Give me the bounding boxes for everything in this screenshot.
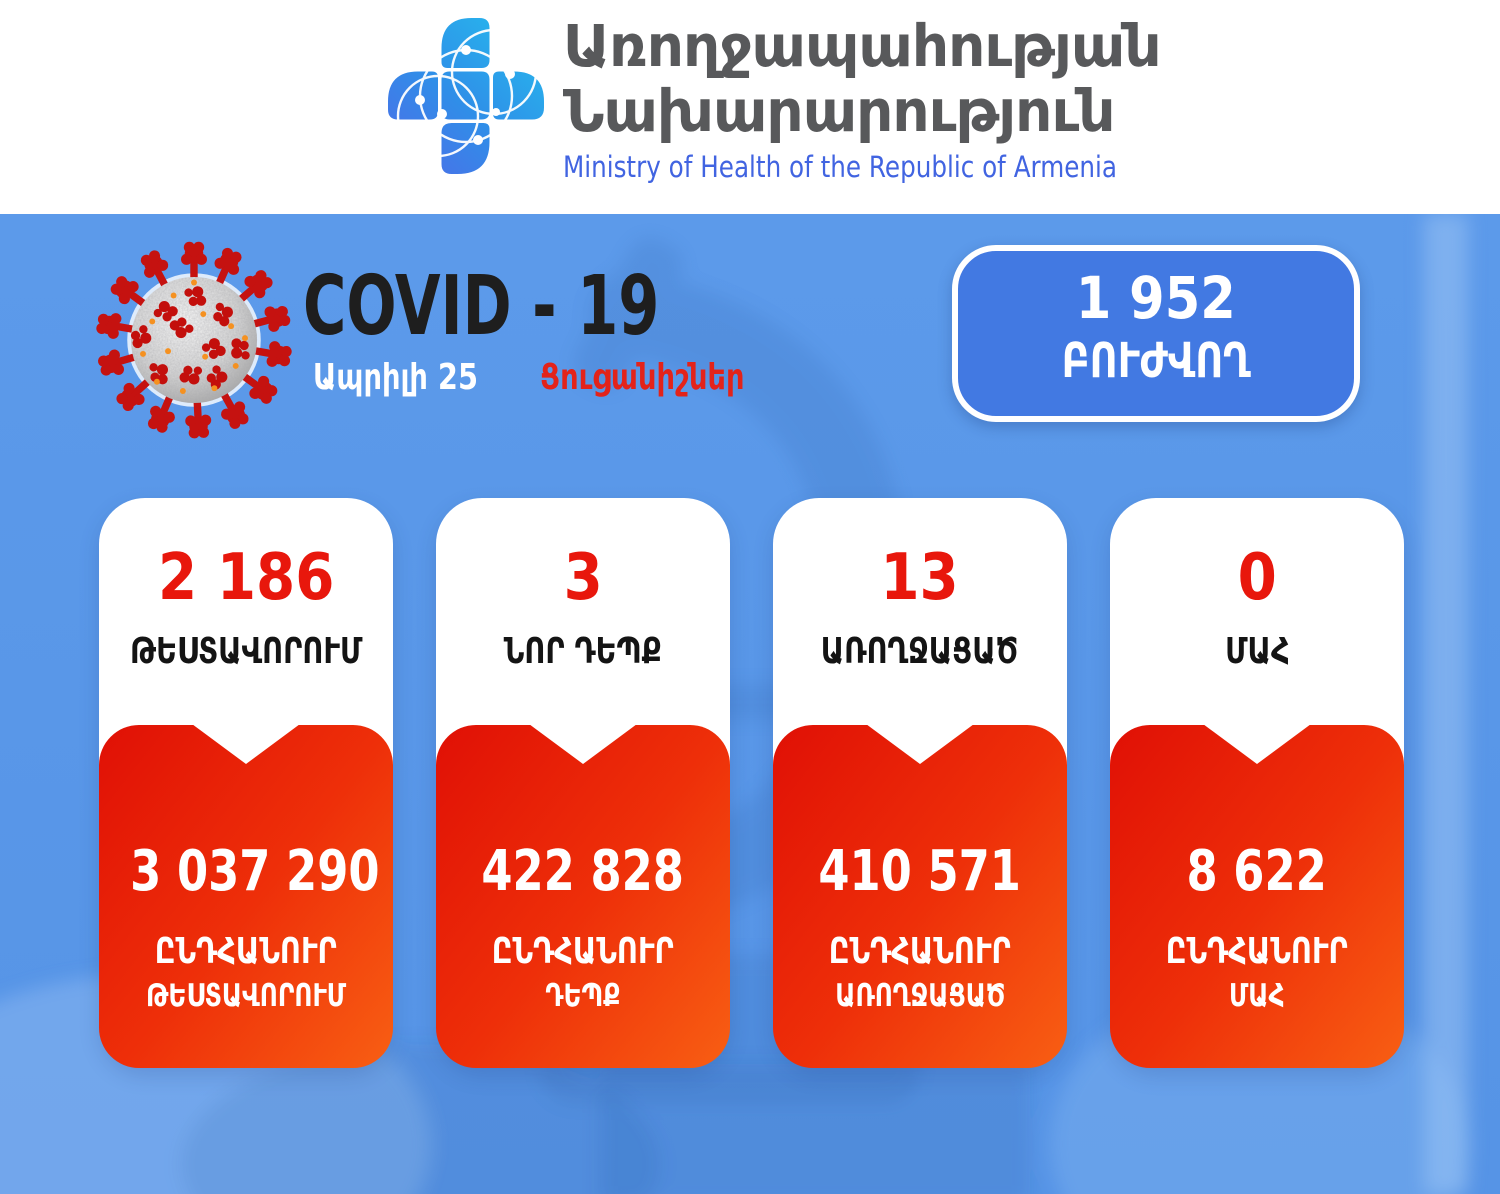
ministry-title-line2: Նախարարություն — [563, 77, 1115, 145]
total-value: 422 828 — [481, 839, 685, 904]
total-value: 8 622 — [1186, 839, 1328, 904]
report-date: Ապրիլի 25 — [313, 357, 478, 398]
daily-label: ԱՌՈՂՋԱՑԱԾ — [821, 631, 1019, 672]
stat-card-deaths: 0 ՄԱՀ 8 622 ԸՆԴՀԱՆՈՒՐ ՄԱՀ — [1110, 498, 1404, 1068]
header: Առողջապահության Նախարարություն Ministry … — [0, 0, 1500, 214]
treated-label: ԲՈՒԺՎՈՂ — [1061, 333, 1251, 389]
stat-card-testing: 2 186 ԹԵՍՏԱՎՈՐՈՒՄ 3 037 290 ԸՆԴՀԱՆՈՒՐ ԹԵ… — [99, 498, 393, 1068]
ministry-title-line1: Առողջապահության — [563, 12, 1162, 80]
header-text: Առողջապահության Նախարարություն Ministry … — [563, 12, 1215, 185]
total-label-line2: ԴԵՊՔ — [545, 978, 621, 1014]
daily-value: 3 — [563, 541, 603, 615]
treated-value: 1 952 — [1076, 264, 1236, 332]
daily-value: 13 — [880, 541, 960, 615]
stat-cards-row: 2 186 ԹԵՍՏԱՎՈՐՈՒՄ 3 037 290 ԸՆԴՀԱՆՈՒՐ ԹԵ… — [99, 498, 1404, 1068]
coronavirus-icon — [94, 241, 294, 439]
total-panel: 410 571 ԸՆԴՀԱՆՈՒՐ ԱՌՈՂՋԱՑԱԾ — [773, 724, 1067, 1068]
daily-value: 0 — [1237, 541, 1277, 615]
total-value: 3 037 290 — [130, 839, 380, 904]
stat-card-recovered: 13 ԱՌՈՂՋԱՑԱԾ 410 571 ԸՆԴՀԱՆՈՒՐ ԱՌՈՂՋԱՑԱԾ — [773, 498, 1067, 1068]
daily-label: ԹԵՍՏԱՎՈՐՈՒՄ — [129, 631, 363, 672]
daily-value: 2 186 — [157, 541, 335, 615]
total-value: 410 571 — [818, 839, 1022, 904]
total-label-line2: ՄԱՀ — [1229, 978, 1285, 1014]
treated-badge: 1 952 ԲՈՒԺՎՈՂ — [952, 245, 1360, 422]
total-panel: 422 828 ԸՆԴՀԱՆՈՒՐ ԴԵՊՔ — [436, 724, 730, 1068]
stat-card-new-cases: 3 ՆՈՐ ԴԵՊՔ 422 828 ԸՆԴՀԱՆՈՒՐ ԴԵՊՔ — [436, 498, 730, 1068]
notch-decoration — [529, 724, 637, 764]
indicators-label: Ցուցանիշներ — [540, 357, 745, 398]
total-panel: 3 037 290 ԸՆԴՀԱՆՈՒՐ ԹԵՍՏԱՎՈՐՈՒՄ — [99, 724, 393, 1068]
notch-decoration — [866, 724, 974, 764]
daily-label: ՄԱՀ — [1224, 631, 1290, 672]
daily-label: ՆՈՐ ԴԵՊՔ — [504, 631, 662, 672]
total-label-line1: ԸՆԴՀԱՆՈՒՐ — [829, 931, 1011, 972]
covid-headline: COVID - 19 — [303, 259, 660, 354]
notch-decoration — [192, 724, 300, 764]
notch-decoration — [1203, 724, 1311, 764]
content-canvas: COVID - 19 Ապրիլի 25 Ցուցանիշներ 1 952 Բ… — [0, 214, 1500, 1194]
total-label-line2: ԱՌՈՂՋԱՑԱԾ — [834, 978, 1006, 1014]
total-label-line2: ԹԵՍՏԱՎՈՐՈՒՄ — [145, 978, 347, 1014]
total-panel: 8 622 ԸՆԴՀԱՆՈՒՐ ՄԱՀ — [1110, 724, 1404, 1068]
total-label-line1: ԸՆԴՀԱՆՈՒՐ — [492, 931, 674, 972]
ministry-subtitle: Ministry of Health of the Republic of Ar… — [563, 150, 1118, 184]
total-label-line1: ԸՆԴՀԱՆՈՒՐ — [155, 931, 337, 972]
total-label-line1: ԸՆԴՀԱՆՈՒՐ — [1166, 931, 1348, 972]
ministry-logo-icon — [388, 18, 544, 174]
